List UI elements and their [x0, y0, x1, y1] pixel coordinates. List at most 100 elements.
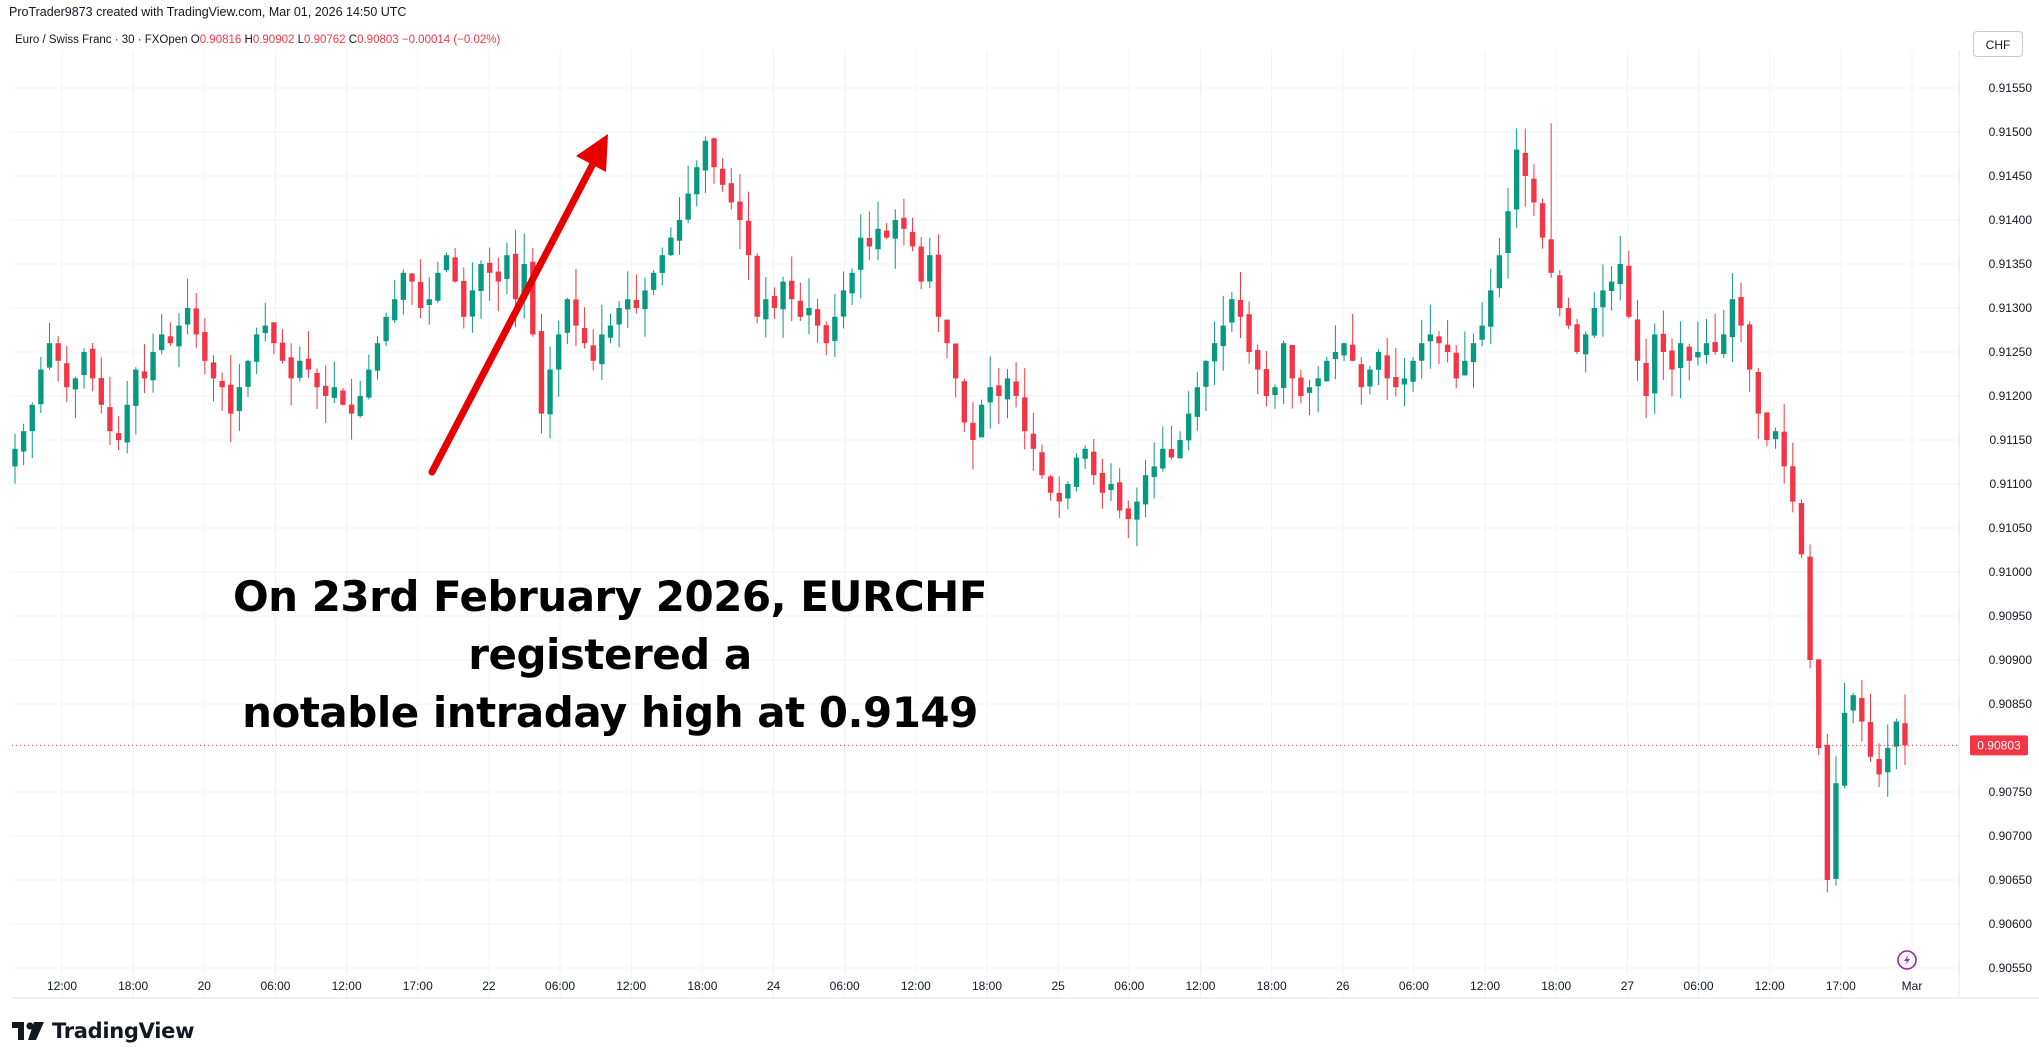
- candle-body: [1367, 369, 1373, 387]
- candle-body: [1255, 349, 1261, 370]
- candle-body: [1151, 466, 1157, 478]
- candle-body: [1453, 352, 1459, 379]
- candle-body: [1513, 149, 1520, 210]
- lightning-icon[interactable]: [1897, 950, 1917, 970]
- candle-body: [1349, 344, 1356, 361]
- price-tick-label: 0.91350: [1989, 257, 2033, 271]
- candle-body: [1816, 659, 1822, 748]
- price-tick-label: 0.91250: [1989, 345, 2033, 359]
- candle-body: [909, 231, 916, 247]
- candle-body: [849, 272, 855, 294]
- candle-body: [892, 220, 898, 239]
- currency-button[interactable]: CHF: [1973, 31, 2023, 57]
- candle-body: [512, 253, 519, 300]
- candle-body: [1652, 334, 1658, 394]
- candle-body: [1237, 300, 1244, 317]
- candle-body: [1030, 433, 1037, 449]
- candle-body: [1013, 381, 1019, 396]
- candle-body: [1065, 484, 1071, 499]
- candle-body: [1617, 264, 1623, 285]
- price-tick-label: 0.91000: [1989, 565, 2033, 579]
- symbol-label[interactable]: Euro / Swiss Franc · 30 · FXOpen: [15, 34, 188, 46]
- candle-body: [478, 264, 484, 291]
- candle-body: [1306, 387, 1313, 393]
- candle-body: [1686, 346, 1692, 361]
- time-tick-label: 26: [1336, 979, 1350, 993]
- candle-body: [1746, 324, 1753, 370]
- annotation-arrow: [428, 134, 608, 476]
- price-tick-label: 0.90950: [1989, 609, 2033, 623]
- candle-body: [599, 334, 605, 365]
- candle-body: [650, 272, 657, 290]
- candle-body: [728, 183, 734, 203]
- candle-body: [944, 319, 950, 344]
- price-tick-label: 0.90750: [1989, 785, 2033, 799]
- candle-body: [823, 325, 829, 344]
- candle-body: [107, 407, 113, 432]
- change-value: −0.00014 (−0.02%): [401, 34, 501, 46]
- candle-body: [1548, 239, 1554, 273]
- tradingview-logo[interactable]: TradingView: [12, 1018, 194, 1044]
- candle-body: [901, 217, 907, 229]
- candle-body: [1600, 290, 1606, 308]
- candle-body: [1324, 360, 1330, 382]
- candle-body: [1462, 360, 1468, 376]
- price-tick-label: 0.90850: [1989, 697, 2033, 711]
- candle-body: [685, 193, 691, 220]
- candle-body: [133, 369, 139, 406]
- candle-body: [271, 322, 277, 344]
- candle-body: [875, 228, 881, 250]
- candle-body: [348, 404, 355, 414]
- last-price-text: 0.90803: [1977, 738, 2021, 752]
- candle-body: [1427, 334, 1434, 342]
- candle-body: [1125, 508, 1131, 520]
- candle-body: [184, 308, 191, 325]
- candle-body: [236, 387, 243, 412]
- candle-body: [538, 331, 545, 414]
- time-tick-label: 18:00: [1257, 979, 1287, 993]
- candle-body: [694, 167, 700, 195]
- candle-body: [305, 358, 312, 370]
- candle-body: [1229, 299, 1235, 323]
- candle-body: [590, 345, 596, 361]
- time-tick-label: Mar: [1902, 979, 1923, 993]
- candle-body: [115, 433, 122, 440]
- candle-body: [1091, 451, 1097, 476]
- candle-body: [55, 343, 61, 361]
- candle-body: [1833, 783, 1839, 879]
- candle-body: [996, 385, 1002, 396]
- time-tick-label: 12:00: [901, 979, 931, 993]
- candle-body: [1738, 297, 1744, 326]
- candle-body: [573, 299, 579, 326]
- time-tick-label: 24: [767, 979, 781, 993]
- candle-body: [1220, 325, 1226, 347]
- candle-body: [771, 295, 778, 308]
- candle-body: [1626, 265, 1632, 317]
- candle-body: [1108, 484, 1114, 491]
- time-tick-label: 27: [1621, 979, 1635, 993]
- candle-body: [1488, 290, 1494, 327]
- candle-body: [659, 255, 665, 273]
- candle-body: [564, 299, 571, 333]
- candle-body: [1885, 748, 1891, 773]
- candle-body: [262, 325, 268, 334]
- candle-body: [556, 334, 562, 370]
- candle-body: [1902, 723, 1908, 746]
- candle-body: [495, 271, 501, 282]
- candle-body: [452, 257, 458, 282]
- time-tick-label: 12:00: [332, 979, 362, 993]
- candle-body: [1807, 556, 1813, 660]
- candle-body: [1375, 352, 1382, 370]
- candle-body: [1022, 397, 1028, 432]
- candle-body: [81, 352, 87, 376]
- candle-body: [219, 380, 225, 388]
- high-label: H: [244, 34, 253, 46]
- time-tick-label: 20: [198, 979, 212, 993]
- candle-body: [832, 316, 838, 341]
- arrow-shaft: [428, 154, 600, 476]
- candle-body: [323, 385, 329, 396]
- candle-body: [366, 369, 372, 398]
- candle-body: [1859, 697, 1865, 722]
- price-tick-label: 0.91300: [1989, 301, 2033, 315]
